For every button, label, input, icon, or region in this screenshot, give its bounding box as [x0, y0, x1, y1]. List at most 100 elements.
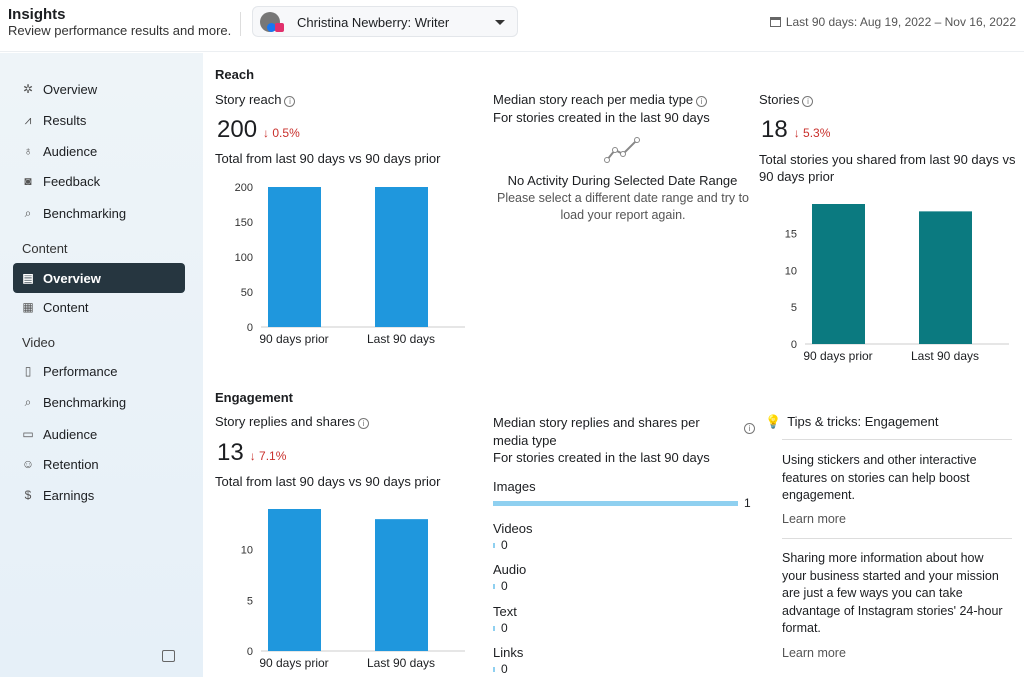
sidebar-item-earnings[interactable]: $ Earnings	[13, 480, 185, 510]
tip-text: Sharing more information about how your …	[782, 551, 1003, 635]
median-replies-subtitle: For stories created in the last 90 days	[493, 450, 710, 465]
divider	[782, 538, 1012, 539]
empty-title: No Activity During Selected Date Range	[507, 173, 738, 188]
info-icon[interactable]: i	[744, 423, 755, 434]
sidebar-item-content-overview[interactable]: ▤ Overview	[13, 263, 185, 293]
video-icon: ▭	[22, 427, 34, 441]
sidebar-item-retention[interactable]: ☺ Retention	[13, 449, 185, 479]
bar	[919, 211, 972, 344]
section-content: Content	[22, 241, 68, 256]
chat-icon: ◙	[24, 174, 32, 188]
sidebar: ✲ Overview ⩘ Results ♁ Audience ◙ Feedback ⌕…	[0, 53, 203, 677]
page-subtitle: Review performance results and more.	[8, 23, 232, 38]
x-tick-label: Last 90 days	[911, 349, 979, 363]
y-tick-label: 5	[247, 595, 253, 607]
y-tick-label: 10	[785, 265, 797, 277]
media-type-value: 0	[501, 537, 508, 552]
media-type-bar	[493, 584, 495, 589]
media-type-label: Links	[493, 645, 524, 660]
metric-value: 18	[761, 116, 788, 143]
page-title: Insights	[8, 6, 66, 23]
learn-more-link[interactable]: Learn more	[782, 646, 846, 660]
table-icon: ▦	[22, 300, 34, 314]
media-type-value: 0	[501, 662, 508, 676]
y-tick-label: 0	[247, 322, 253, 334]
median-reach-title: Median story reach per media type i	[493, 92, 708, 107]
replies-metric: 13 ↓ 7.1%	[217, 439, 286, 467]
story-reach-metric: 200 ↓ 0.5%	[217, 116, 300, 144]
learn-more-link[interactable]: Learn more	[782, 512, 846, 526]
media-type-bar	[493, 667, 495, 672]
metric-change: ↓ 7.1%	[249, 449, 287, 463]
section-video: Video	[22, 335, 56, 350]
benchmark-icon: ⌕	[24, 394, 32, 409]
replies-caption: Total from last 90 days vs 90 days prior	[215, 474, 441, 489]
y-tick-label: 15	[785, 228, 797, 240]
title-text: Tips & tricks: Engagement	[787, 414, 939, 429]
y-tick-label: 150	[235, 217, 253, 229]
title-text: Story reach	[215, 92, 282, 107]
people-icon: ♁	[23, 144, 33, 158]
tips-title: 💡 Tips & tricks: Engagement	[765, 414, 938, 430]
info-icon[interactable]: i	[284, 96, 296, 107]
sidebar-item-results[interactable]: ⩘ Results	[13, 105, 185, 135]
sidebar-item-content[interactable]: ▦ Content	[13, 292, 185, 322]
media-type-value: 0	[501, 620, 508, 635]
metric-change: ↓ 0.5%	[263, 126, 300, 140]
median-replies-title: Median story replies and shares per medi…	[493, 415, 700, 448]
sidebar-item-feedback[interactable]: ◙ Feedback	[13, 166, 185, 196]
y-tick-label: 10	[241, 545, 253, 557]
sidebar-item-overview[interactable]: ✲ Overview	[13, 74, 185, 104]
x-tick-label: 90 days prior	[259, 332, 328, 346]
trend-icon: ⩘	[24, 112, 32, 127]
sidebar-item-video-benchmarking[interactable]: ⌕ Benchmarking	[13, 387, 185, 417]
x-tick-label: 90 days prior	[259, 656, 328, 670]
collapse-sidebar-icon[interactable]	[162, 650, 175, 662]
media-type-bar	[493, 542, 495, 548]
sidebar-item-audience[interactable]: ♁ Audience	[13, 136, 185, 166]
date-range-button[interactable]: Last 90 days: Aug 19, 2022 – Nov 16, 202…	[769, 15, 1016, 29]
y-tick-label: 5	[791, 302, 797, 314]
sidebar-item-benchmarking[interactable]: ⌕ Benchmarking	[13, 198, 185, 228]
bar	[812, 204, 865, 344]
date-range: Last 90 days: Aug 19, 2022 – Nov 16, 202…	[785, 15, 1016, 29]
sidebar-item-label: Overview	[43, 81, 98, 97]
reach-heading: Reach	[215, 67, 255, 82]
sidebar-item-label: Content	[43, 299, 89, 315]
bar	[268, 187, 321, 327]
sidebar-item-video-audience[interactable]: ▭ Audience	[13, 419, 185, 449]
sidebar-item-performance[interactable]: ▯ Performance	[13, 356, 185, 386]
metric-change: ↓ 5.3%	[793, 126, 831, 140]
benchmark-icon: ⌕	[24, 205, 32, 220]
engagement-heading: Engagement	[215, 390, 294, 405]
sidebar-item-label: Overview	[43, 270, 101, 286]
lightbulb-icon: 💡	[765, 414, 782, 429]
divider	[782, 439, 1012, 440]
info-icon[interactable]: i	[802, 96, 814, 107]
y-tick-label: 50	[241, 287, 253, 299]
story-reach-chart: 0 50 100 150 200 90 days prior Last 90 days	[235, 182, 465, 346]
account-selector[interactable]: Christina Newberry: Writer	[252, 6, 518, 37]
info-icon[interactable]: i	[696, 96, 708, 107]
stories-caption: Total stories you shared from last 90 da…	[759, 152, 1016, 184]
trend-line-icon	[604, 137, 640, 163]
person-icon: ☺	[21, 457, 35, 471]
metric-value: 13	[217, 439, 244, 466]
y-tick-label: 0	[791, 339, 797, 351]
sidebar-item-label: Earnings	[43, 487, 95, 503]
y-tick-label: 100	[235, 252, 253, 264]
facebook-icon	[267, 23, 276, 32]
story-reach-title: Story reach i	[215, 92, 296, 107]
info-icon[interactable]: i	[358, 418, 370, 429]
stories-title: Stories i	[759, 92, 814, 107]
calendar-icon	[769, 17, 781, 27]
sidebar-item-label: Feedback	[43, 173, 101, 189]
chevron-down-icon	[495, 20, 505, 25]
header: Insights Review performance results and …	[0, 0, 1024, 52]
instagram-icon	[275, 23, 284, 32]
metric-value: 200	[217, 116, 258, 143]
title-text: Story replies and shares	[215, 414, 356, 429]
sidebar-item-label: Benchmarking	[43, 394, 127, 410]
stories-metric: 18 ↓ 5.3%	[761, 116, 830, 144]
median-reach-subtitle: For stories created in the last 90 days	[493, 110, 710, 125]
